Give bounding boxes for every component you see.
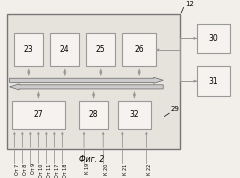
Bar xyxy=(197,66,230,96)
Text: К 20: К 20 xyxy=(104,163,109,175)
Text: 29: 29 xyxy=(170,106,179,112)
Bar xyxy=(122,33,156,66)
Bar xyxy=(79,101,108,129)
Polygon shape xyxy=(10,77,163,83)
Text: От 8: От 8 xyxy=(23,163,28,175)
Text: Фиг. 2: Фиг. 2 xyxy=(78,155,104,164)
Bar xyxy=(197,23,230,53)
Text: От 9: От 9 xyxy=(31,163,36,174)
Text: 12: 12 xyxy=(185,1,194,7)
Text: 25: 25 xyxy=(96,45,106,54)
Text: От 7: От 7 xyxy=(15,163,20,175)
Text: От 18: От 18 xyxy=(63,163,68,178)
Polygon shape xyxy=(10,84,163,90)
Text: 23: 23 xyxy=(24,45,34,54)
Text: К 21: К 21 xyxy=(123,163,128,175)
Bar xyxy=(118,101,151,129)
Text: От 10: От 10 xyxy=(39,163,44,178)
Bar xyxy=(7,14,180,149)
Text: К 19: К 19 xyxy=(85,163,90,174)
Text: От 17: От 17 xyxy=(55,163,60,178)
Text: 26: 26 xyxy=(134,45,144,54)
Text: 32: 32 xyxy=(130,110,139,119)
Bar xyxy=(86,33,115,66)
Text: От 11: От 11 xyxy=(47,163,52,178)
Text: 30: 30 xyxy=(209,34,218,43)
Text: 27: 27 xyxy=(34,110,43,119)
Bar xyxy=(50,33,79,66)
Text: 28: 28 xyxy=(89,110,98,119)
Bar xyxy=(14,33,43,66)
Text: 31: 31 xyxy=(209,77,218,86)
Text: К 22: К 22 xyxy=(147,163,152,175)
Text: 24: 24 xyxy=(60,45,70,54)
Bar xyxy=(12,101,65,129)
